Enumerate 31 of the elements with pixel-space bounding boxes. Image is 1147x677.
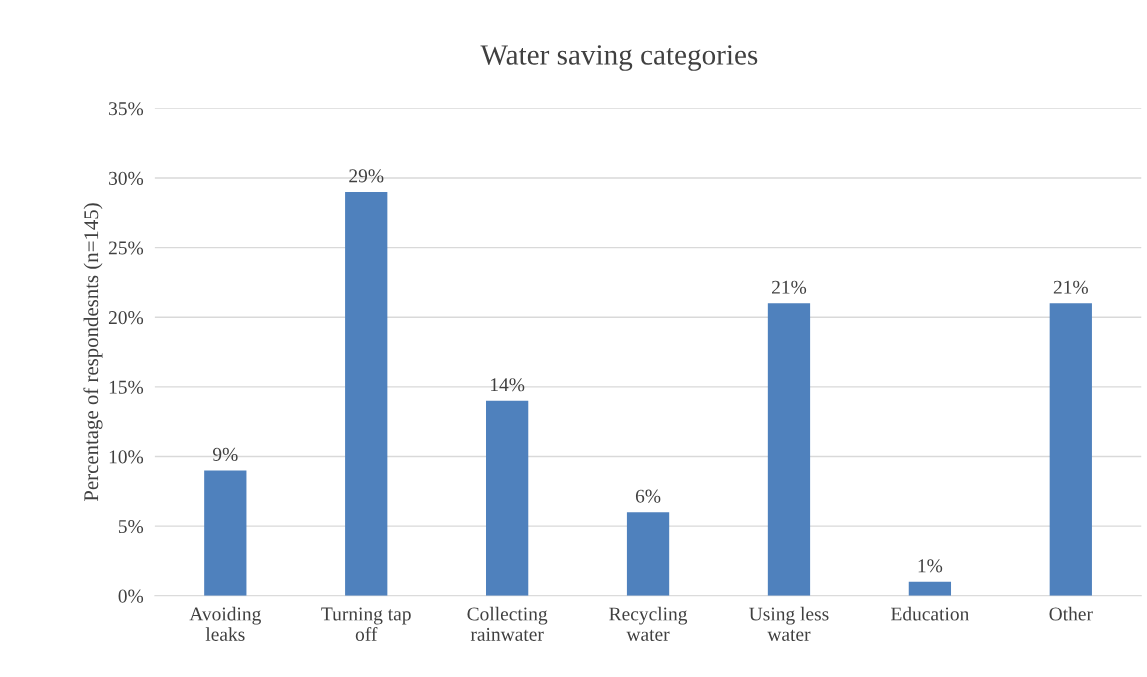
y-tick-label: 0% [118, 589, 144, 603]
y-tick-label: 35% [109, 102, 144, 116]
y-tick-label: 25% [108, 241, 144, 255]
x-tick-label: Avoiding leaks [189, 606, 261, 641]
data-label: 21% [772, 280, 807, 294]
y-tick-label: 5% [118, 519, 144, 534]
bar [767, 303, 811, 596]
data-label: 6% [635, 489, 661, 503]
bar [345, 191, 388, 596]
x-tick-label: Collecting rainwater [467, 606, 548, 641]
data-label: 1% [918, 559, 943, 573]
data-label: 9% [212, 447, 238, 461]
bar [204, 470, 247, 596]
data-label: 14% [491, 378, 525, 392]
y-tick-label: 15% [109, 380, 144, 394]
y-tick-label: 10% [109, 450, 144, 464]
x-tick-label: Education [891, 606, 970, 621]
bar [626, 512, 670, 596]
bar [486, 400, 529, 596]
x-tick-label: Using less water [749, 606, 829, 641]
data-label: 29% [349, 169, 384, 183]
x-tick-label: Recycling water [609, 606, 688, 641]
data-label: 21% [1053, 280, 1088, 294]
x-tick-label: Turning tap off [321, 607, 411, 641]
y-tick-label: 30% [109, 171, 144, 185]
bar [1049, 303, 1092, 596]
x-tick-label: Other [1049, 606, 1093, 621]
y-tick-label: 20% [108, 311, 144, 325]
bar [908, 581, 952, 596]
y-axis-title: Percentage of respondesnts (n=145) [83, 203, 103, 502]
chart-title: Water saving categories [480, 45, 758, 71]
